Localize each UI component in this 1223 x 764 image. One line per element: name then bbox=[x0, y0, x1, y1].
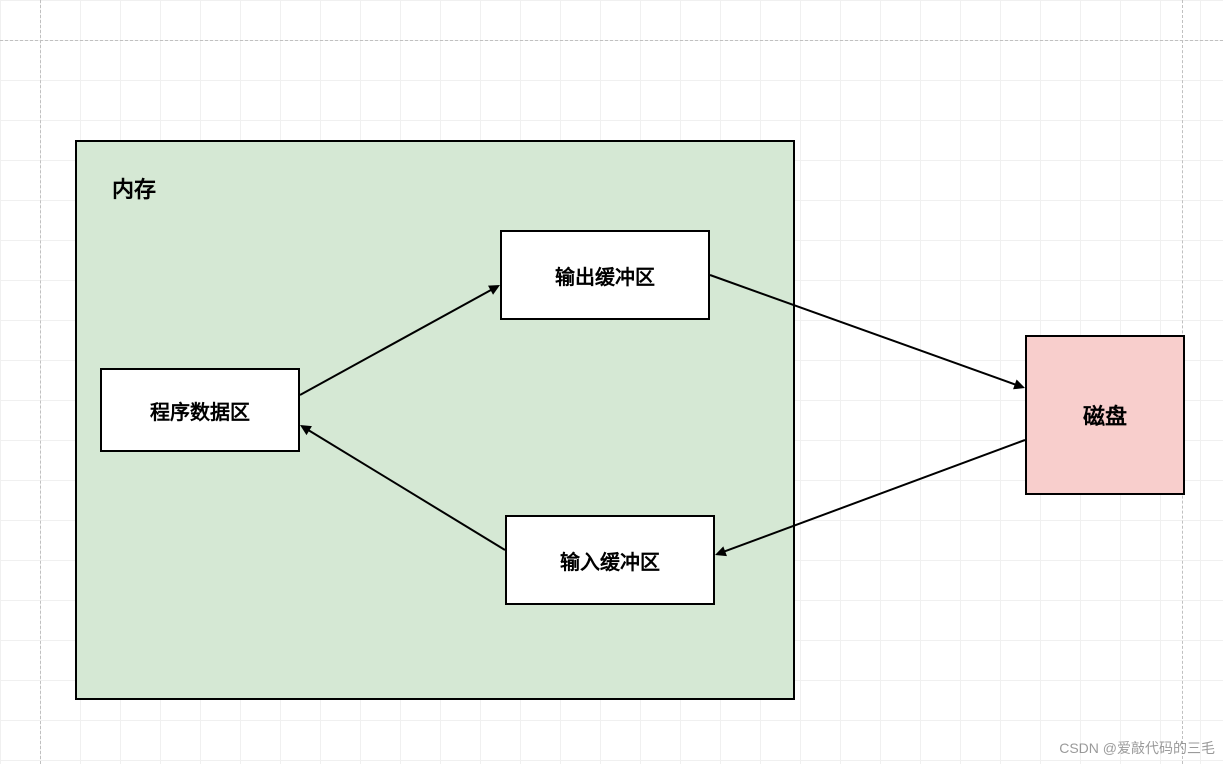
node-program-data: 程序数据区 bbox=[100, 368, 300, 452]
watermark-text: CSDN @爱敲代码的三毛 bbox=[1059, 738, 1215, 758]
node-output-buffer: 输出缓冲区 bbox=[500, 230, 710, 320]
canvas-guide-left bbox=[40, 0, 41, 764]
node-input-buffer: 输入缓冲区 bbox=[505, 515, 715, 605]
node-disk: 磁盘 bbox=[1025, 335, 1185, 495]
memory-title: 内存 bbox=[112, 172, 156, 204]
canvas-guide-top bbox=[0, 40, 1223, 41]
